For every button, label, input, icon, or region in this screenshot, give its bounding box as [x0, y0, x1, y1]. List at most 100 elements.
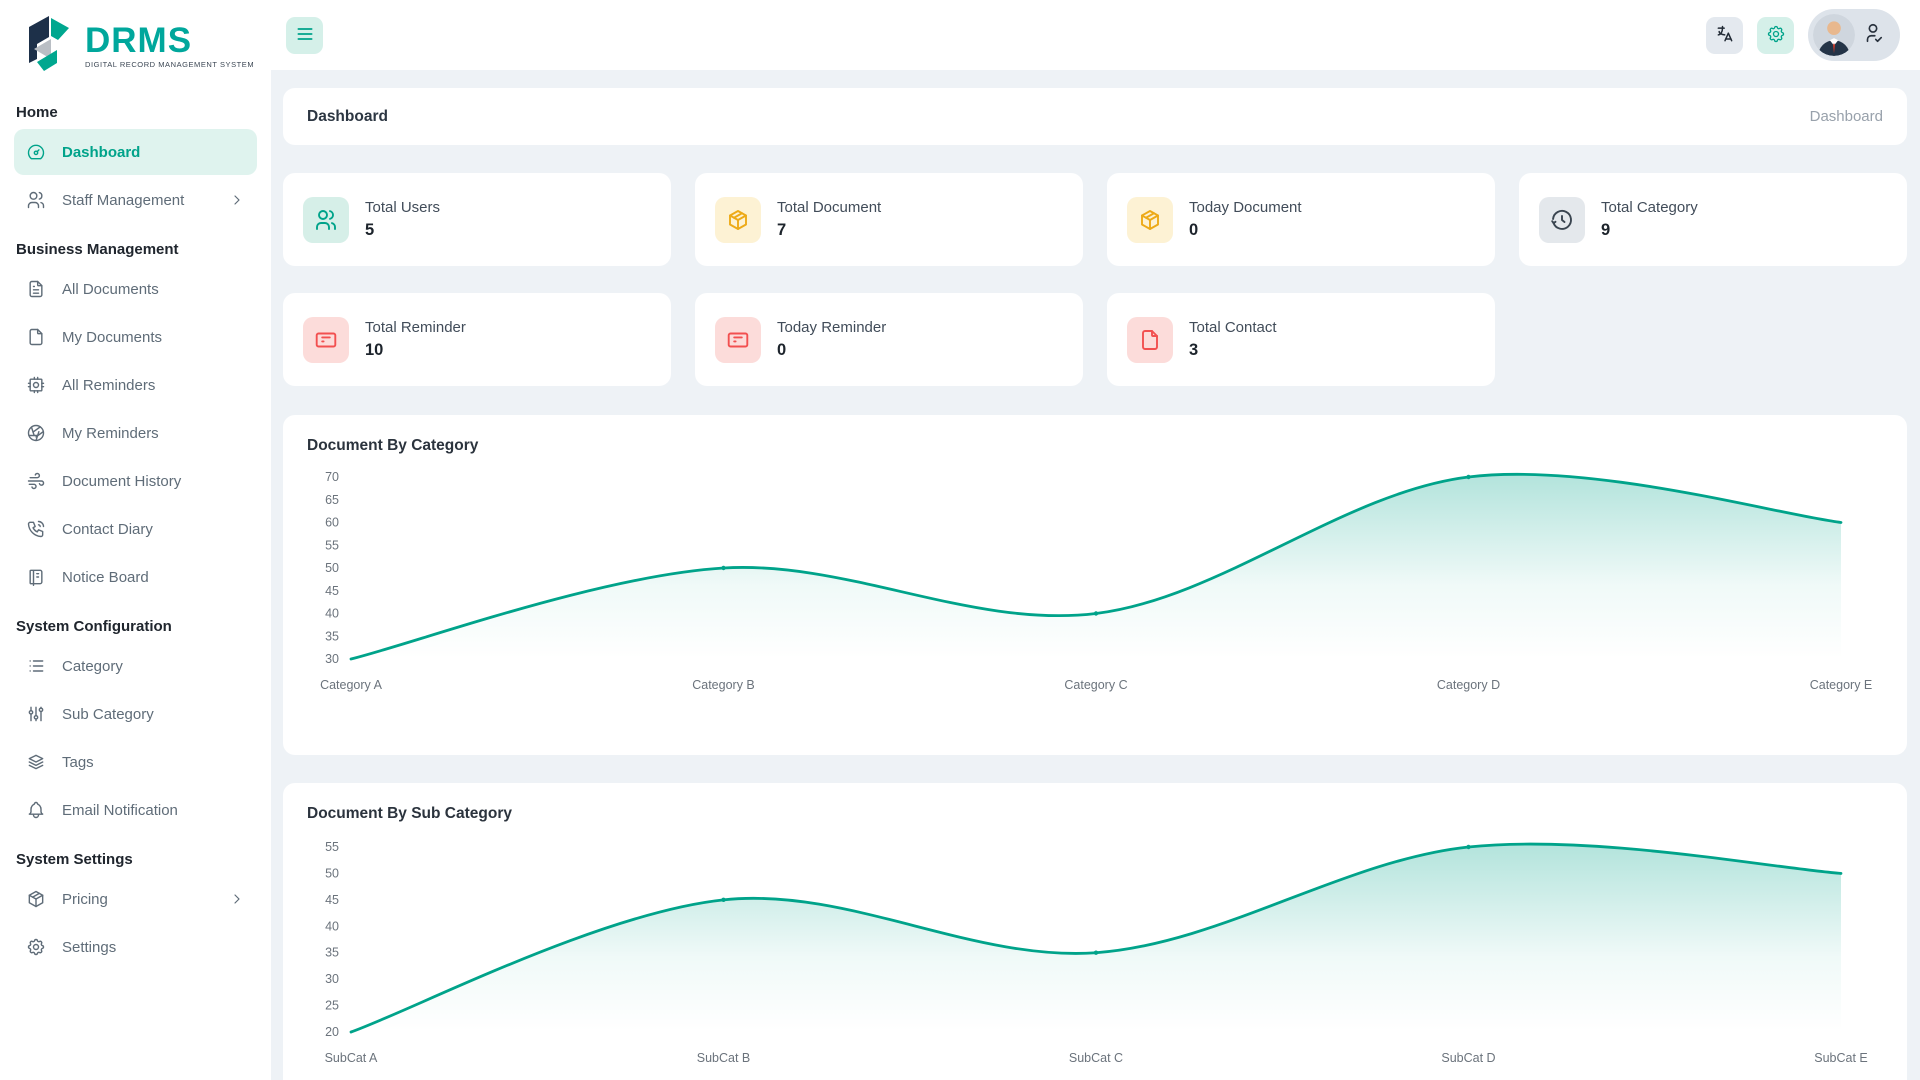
package-icon — [1127, 196, 1173, 243]
svg-text:45: 45 — [325, 893, 339, 907]
gear-icon — [1766, 24, 1786, 47]
stat-value: 10 — [365, 341, 384, 359]
stats-grid: Total Users 5 Total Document 7 Today Documen… — [283, 173, 1907, 386]
breadcrumb[interactable]: Dashboard — [1809, 108, 1883, 125]
sidebar-item-all-documents[interactable]: All Documents — [14, 266, 257, 312]
language-button[interactable] — [1706, 16, 1743, 54]
sidebar-item-label: Document History — [62, 472, 182, 490]
notebook-icon — [26, 567, 46, 587]
settings-button[interactable] — [1757, 16, 1794, 54]
sidebar-section-label-system-configuration: System Configuration — [16, 618, 172, 635]
sidebar: DRMS DIGITAL RECORD MANAGEMENT SYSTEM Ho… — [0, 0, 271, 1080]
svg-text:30: 30 — [325, 972, 339, 986]
sidebar-section-label-system-settings: System Settings — [16, 851, 133, 868]
sidebar-nav: Home Dashboard Staff Management Business Ma… — [0, 104, 271, 970]
sidebar-item-my-documents[interactable]: My Documents — [14, 314, 257, 360]
sidebar-item-label: Tags — [62, 753, 94, 771]
settings-icon — [26, 937, 46, 957]
stat-value: 9 — [1601, 221, 1611, 239]
users-icon — [303, 196, 349, 243]
sidebar-item-email-notification[interactable]: Email Notification — [14, 787, 257, 833]
svg-text:60: 60 — [325, 516, 339, 530]
stat-card-total-reminder: Total Reminder 10 — [283, 293, 671, 386]
stat-value: 5 — [365, 221, 375, 239]
stat-label: Total Contact — [1189, 319, 1277, 336]
sidebar-item-settings[interactable]: Settings — [14, 924, 257, 970]
profile-menu[interactable] — [1808, 9, 1900, 61]
sidebar-item-staff-management[interactable]: Staff Management — [14, 177, 257, 223]
sidebar-item-pricing[interactable]: Pricing — [14, 876, 257, 922]
language-icon — [1715, 24, 1735, 47]
sidebar-item-document-history[interactable]: Document History — [14, 458, 257, 504]
svg-text:Category C: Category C — [1064, 678, 1127, 692]
svg-text:40: 40 — [325, 607, 339, 621]
menu-toggle-button[interactable] — [286, 16, 323, 54]
package-icon — [26, 889, 46, 909]
stack-icon — [26, 752, 46, 772]
stat-label: Today Reminder — [777, 319, 887, 336]
menu-icon — [295, 24, 315, 47]
stat-value: 3 — [1189, 341, 1199, 359]
stat-card-total-users: Total Users 5 — [283, 173, 671, 266]
card-icon — [715, 316, 761, 363]
file-icon — [26, 327, 46, 347]
sidebar-item-category[interactable]: Category — [14, 643, 257, 689]
stat-label: Total Document — [777, 199, 882, 216]
stat-label: Total Category — [1601, 199, 1698, 216]
svg-text:30: 30 — [325, 652, 339, 666]
sidebar-item-label: My Documents — [62, 328, 163, 346]
app-logo[interactable]: DRMS DIGITAL RECORD MANAGEMENT SYSTEM — [0, 0, 271, 86]
svg-text:20: 20 — [325, 1025, 339, 1039]
stat-card-total-category: Total Category 9 — [1519, 173, 1907, 266]
svg-text:Category E: Category E — [1810, 678, 1873, 692]
sidebar-item-tags[interactable]: Tags — [14, 739, 257, 785]
package-icon — [715, 196, 761, 243]
sidebar-item-label: My Reminders — [62, 424, 159, 442]
dashboard-icon — [26, 142, 46, 162]
sidebar-item-label: All Documents — [62, 280, 159, 298]
stat-value: 0 — [777, 341, 787, 359]
sidebar-item-label: Email Notification — [62, 801, 178, 819]
sidebar-item-label: All Reminders — [62, 376, 156, 394]
sidebar-item-label: Settings — [62, 938, 117, 956]
svg-text:Category A: Category A — [320, 678, 383, 692]
svg-text:SubCat D: SubCat D — [1441, 1051, 1495, 1065]
sidebar-item-all-reminders[interactable]: All Reminders — [14, 362, 257, 408]
sidebar-item-contact-diary[interactable]: Contact Diary — [14, 506, 257, 552]
list-icon — [26, 656, 46, 676]
sidebar-item-my-reminders[interactable]: My Reminders — [14, 410, 257, 456]
stat-card-today-document: Today Document 0 — [1107, 173, 1495, 266]
user-avatar — [1813, 14, 1855, 56]
sidebar-item-dashboard[interactable]: Dashboard — [14, 129, 257, 175]
sidebar-item-label: Contact Diary — [62, 520, 153, 538]
svg-text:Category D: Category D — [1437, 678, 1500, 692]
sidebar-item-label: Dashboard — [62, 143, 141, 161]
sidebar-item-notice-board[interactable]: Notice Board — [14, 554, 257, 600]
stat-label: Total Users — [365, 199, 441, 216]
sidebar-item-label: Sub Category — [62, 705, 154, 723]
stat-label: Total Reminder — [365, 319, 466, 336]
chevron-right-icon — [229, 891, 245, 907]
stat-value: 0 — [1189, 221, 1199, 239]
svg-text:SubCat B: SubCat B — [697, 1051, 751, 1065]
chart-title: Document By Sub Category — [307, 805, 512, 822]
sidebar-item-sub-category[interactable]: Sub Category — [14, 691, 257, 737]
svg-text:SubCat E: SubCat E — [1814, 1051, 1868, 1065]
sidebar-section-label-home: Home — [16, 104, 58, 121]
svg-text:SubCat C: SubCat C — [1069, 1051, 1123, 1065]
brand-tagline: DIGITAL RECORD MANAGEMENT SYSTEM — [85, 59, 255, 69]
users-icon — [26, 190, 46, 210]
svg-text:50: 50 — [325, 561, 339, 575]
file-text-icon — [26, 279, 46, 299]
chevron-right-icon — [229, 192, 245, 208]
cpu-icon — [26, 375, 46, 395]
svg-text:50: 50 — [325, 866, 339, 880]
page-title: Dashboard — [307, 107, 388, 125]
file-icon — [1127, 316, 1173, 363]
sidebar-item-label: Staff Management — [62, 191, 185, 209]
svg-text:40: 40 — [325, 919, 339, 933]
card-icon — [303, 316, 349, 363]
sidebar-item-label: Pricing — [62, 890, 108, 908]
history-icon — [1539, 196, 1585, 243]
stat-card-today-reminder: Today Reminder 0 — [695, 293, 1083, 386]
